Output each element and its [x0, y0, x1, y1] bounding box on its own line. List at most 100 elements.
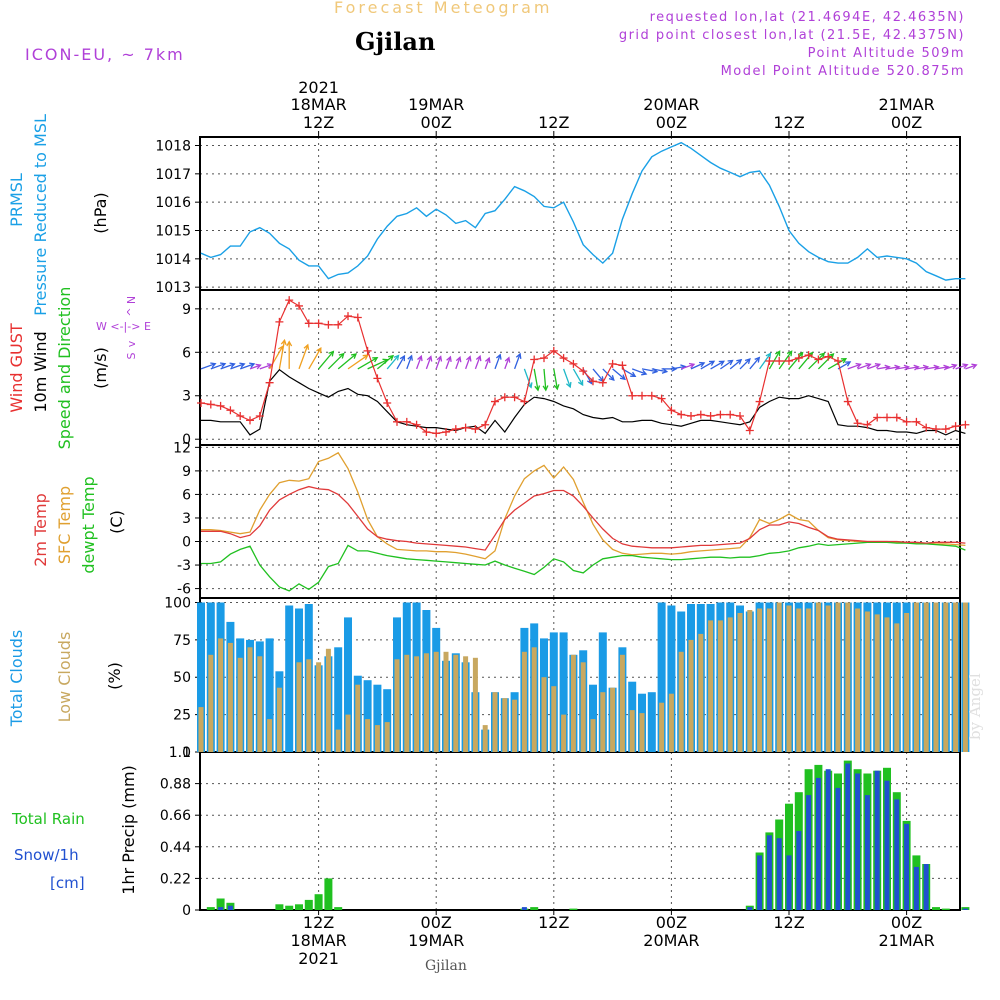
- bottom-time-label: 18MAR: [290, 931, 346, 950]
- snow-bar: [806, 795, 812, 910]
- snow-bar: [884, 780, 890, 910]
- low-cloud-bar: [276, 687, 282, 752]
- low-cloud-bar: [659, 702, 665, 752]
- rain-bar: [206, 907, 215, 910]
- wind-arrow-head: [577, 379, 584, 387]
- wind-direction-arrow: [847, 363, 861, 370]
- low-cloud-bar: [786, 605, 792, 752]
- wind-arrow-head: [845, 361, 852, 367]
- wind-gust-marker: [206, 400, 215, 409]
- wind-gust-marker: [334, 320, 343, 329]
- compass-down: v: [125, 340, 138, 347]
- low-cloud-bar: [512, 699, 518, 752]
- wind-arrow-head: [220, 362, 227, 368]
- wind-arrow-head: [727, 359, 734, 366]
- low-cloud-bar: [433, 651, 439, 752]
- wind-gust-marker: [647, 391, 656, 400]
- low-cloud-bar: [502, 698, 508, 752]
- bottom-time-label: 2021: [298, 949, 339, 968]
- wind-gust-marker: [275, 317, 284, 326]
- wind-arrow-head: [446, 355, 452, 362]
- wind-unit-label: (m/s): [91, 347, 110, 389]
- wind-arrow-head: [894, 364, 901, 371]
- wind-gust-marker: [824, 352, 833, 361]
- wind-gust-marker: [530, 355, 539, 364]
- wind-arrow-head: [933, 364, 940, 371]
- wind-direction-arrow: [778, 350, 793, 370]
- low-cloud-bar: [835, 602, 841, 752]
- wind-arrow-head: [210, 362, 217, 368]
- wind-gust-marker: [755, 397, 764, 406]
- rain-bar: [216, 898, 225, 910]
- wind-arrow-head: [819, 352, 826, 359]
- wind-gust-marker: [373, 374, 382, 383]
- top-time-label: 00Z: [656, 113, 687, 132]
- wind-arrow-head: [338, 352, 345, 359]
- wind-direction-arrow: [513, 353, 521, 370]
- wind-gust-marker: [785, 356, 793, 365]
- wind-direction-arrow: [396, 355, 405, 370]
- wind-gust-marker: [481, 420, 490, 429]
- wind-gust-marker: [706, 412, 715, 421]
- wind-arrow-head: [417, 354, 423, 362]
- low-cloud-bar: [904, 613, 910, 752]
- wind-gust-line: [200, 299, 966, 435]
- y-tick-label: -6: [177, 582, 191, 598]
- wind-direction-arrow: [926, 366, 939, 370]
- wind-gust-marker: [726, 410, 735, 419]
- low-cloud-bar: [404, 654, 410, 752]
- temp-sfc-label: SFC Temp: [55, 486, 74, 564]
- wind-gust-marker: [687, 412, 695, 421]
- snow-bar: [227, 905, 233, 910]
- low-cloud-bar: [492, 692, 498, 752]
- wind-direction-arrow: [386, 355, 399, 370]
- wind-gust-marker: [863, 420, 872, 429]
- model-label: ICON-EU, ~ 7km: [25, 45, 185, 64]
- wind-arrow-head: [249, 362, 256, 369]
- low-cloud-bar: [688, 639, 694, 752]
- wind-arrow-head: [943, 364, 950, 371]
- bottom-time-label: 12Z: [773, 913, 804, 932]
- wind-arrow-head: [922, 364, 930, 371]
- wind-arrow-head: [718, 360, 725, 366]
- wind-arrow-head: [565, 381, 572, 389]
- snow-bar: [825, 769, 831, 910]
- wind-gust-marker: [442, 427, 450, 436]
- wind-direction-arrow: [318, 351, 334, 370]
- wind-arrow-head: [455, 356, 462, 363]
- legend-snow-unit: [cm]: [50, 874, 85, 892]
- wind-direction-arrow: [602, 368, 615, 381]
- wind-gust-marker: [696, 410, 705, 419]
- temp-unit-label: (C): [107, 510, 126, 534]
- low-cloud-bar: [316, 662, 322, 752]
- snow-bar: [904, 823, 910, 910]
- wind-arrow-head: [399, 354, 406, 362]
- wind-direction-arrow: [464, 356, 471, 370]
- low-cloud-bar: [267, 719, 273, 752]
- low-cloud-bar: [727, 617, 733, 752]
- wind-arrow-head: [542, 385, 549, 392]
- y-tick-label: 0: [182, 535, 191, 551]
- low-cloud-bar: [394, 659, 400, 752]
- wind-gust-marker: [667, 406, 676, 415]
- wind-arrow-head: [708, 360, 716, 366]
- wind-direction-arrow: [259, 363, 273, 370]
- rain-bar: [295, 904, 303, 910]
- snow-bar: [855, 773, 861, 910]
- wind-direction-arrow: [308, 347, 322, 370]
- rain-bar: [941, 908, 950, 910]
- wind-gust-marker: [353, 313, 362, 322]
- wind-gust-marker: [471, 425, 480, 434]
- bottom-time-label: 00Z: [656, 913, 687, 932]
- low-cloud-bar: [806, 608, 812, 752]
- y-tick-label: 0.88: [160, 777, 191, 793]
- wind-arrow-head: [387, 354, 395, 361]
- wind-direction-arrow: [298, 344, 309, 370]
- wind-direction-arrow: [269, 346, 284, 370]
- wind-arrow-head: [495, 353, 502, 360]
- wind-direction-arrow: [612, 368, 626, 380]
- author-credit: by Angel: [966, 673, 984, 740]
- wind-arrow-head: [515, 352, 522, 359]
- y-tick-label: 1016: [155, 195, 191, 211]
- top-time-label: 20MAR: [643, 95, 699, 114]
